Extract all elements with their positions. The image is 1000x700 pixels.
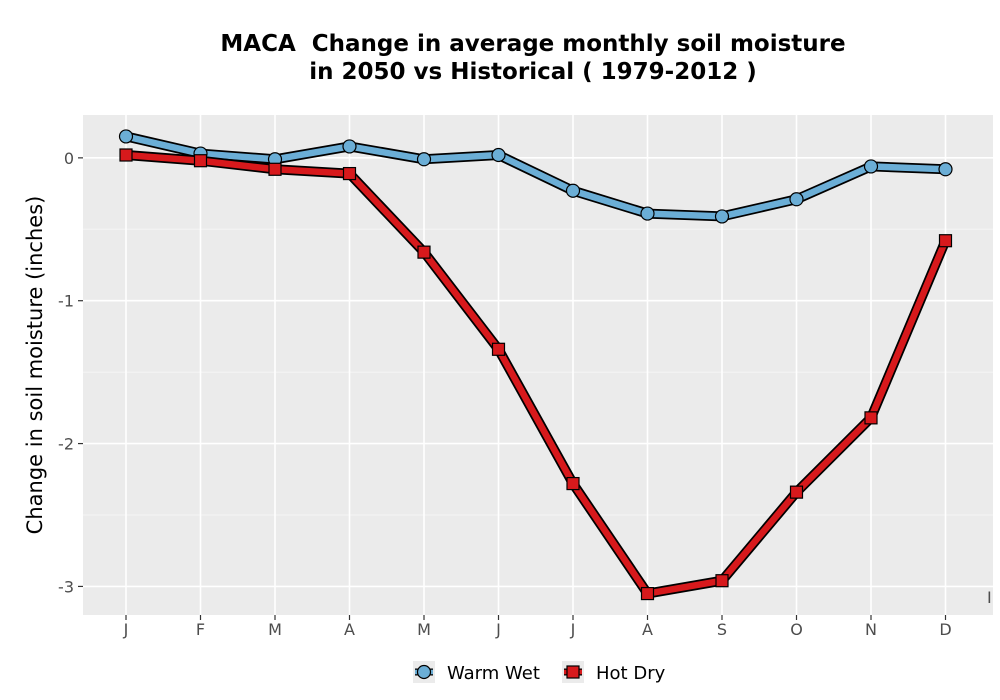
x-tick-label: A bbox=[344, 620, 355, 639]
chart-title: MACA Change in average monthly soil mois… bbox=[83, 30, 983, 86]
x-tick-label: N bbox=[865, 620, 877, 639]
x-tick-label: S bbox=[717, 620, 727, 639]
y-axis: 0 -1 -2 -3 bbox=[58, 149, 83, 596]
point-warm-wet bbox=[416, 152, 432, 167]
point-hot-dry bbox=[491, 342, 506, 356]
x-tick-label: F bbox=[196, 620, 205, 639]
edge-annotation: I bbox=[987, 588, 992, 607]
point-warm-wet bbox=[491, 147, 506, 163]
legend-hot-dry-label: Hot Dry bbox=[596, 663, 666, 684]
point-hot-dry bbox=[864, 411, 878, 425]
legend: Warm Wet Hot Dry bbox=[413, 661, 666, 684]
point-hot-dry bbox=[566, 476, 580, 491]
y-axis-title: Change in soil moisture (inches) bbox=[23, 196, 47, 535]
point-hot-dry bbox=[268, 162, 282, 176]
legend-warm-wet-label: Warm Wet bbox=[447, 663, 540, 684]
point-hot-dry bbox=[342, 166, 357, 181]
point-warm-wet bbox=[640, 206, 655, 221]
point-hot-dry bbox=[640, 586, 655, 601]
minor-gridlines bbox=[83, 228, 993, 516]
legend-warm-wet-marker bbox=[416, 664, 432, 680]
point-warm-wet bbox=[863, 159, 879, 174]
x-tick-label: M bbox=[268, 620, 282, 639]
x-tick-label: D bbox=[939, 620, 951, 639]
point-warm-wet bbox=[565, 183, 581, 198]
x-tick-label: J bbox=[570, 620, 576, 639]
point-hot-dry bbox=[417, 245, 431, 259]
point-warm-wet bbox=[789, 192, 804, 207]
point-hot-dry bbox=[119, 148, 133, 162]
series-points bbox=[118, 129, 953, 601]
chart-title-line-2: in 2050 vs Historical ( 1979-2012 ) bbox=[309, 59, 757, 85]
point-hot-dry bbox=[789, 485, 804, 499]
legend-hot-dry-marker bbox=[566, 665, 580, 679]
chart-title-line-1: MACA Change in average monthly soil mois… bbox=[220, 31, 846, 57]
point-warm-wet bbox=[938, 162, 953, 177]
x-tick-label: A bbox=[642, 620, 653, 639]
x-tick-label: J bbox=[495, 620, 501, 639]
plot-panel bbox=[83, 115, 993, 615]
point-warm-wet bbox=[714, 209, 730, 224]
series-warm-wet-line bbox=[122, 133, 949, 220]
x-tick-label: O bbox=[790, 620, 803, 639]
point-hot-dry bbox=[715, 574, 729, 588]
point-hot-dry bbox=[938, 234, 953, 248]
major-gridlines bbox=[83, 115, 993, 615]
y-tick-label: 0 bbox=[64, 149, 74, 168]
point-warm-wet bbox=[342, 139, 357, 154]
x-tick-label: M bbox=[417, 620, 431, 639]
x-tick-label: J bbox=[123, 620, 129, 639]
point-warm-wet bbox=[118, 129, 134, 144]
y-tick-label: -1 bbox=[58, 292, 74, 311]
series-lines bbox=[121, 131, 951, 599]
y-tick-label: -2 bbox=[58, 435, 74, 454]
y-tick-label: -3 bbox=[58, 577, 74, 596]
point-hot-dry bbox=[193, 154, 208, 168]
series-hot-dry-line bbox=[122, 151, 949, 597]
